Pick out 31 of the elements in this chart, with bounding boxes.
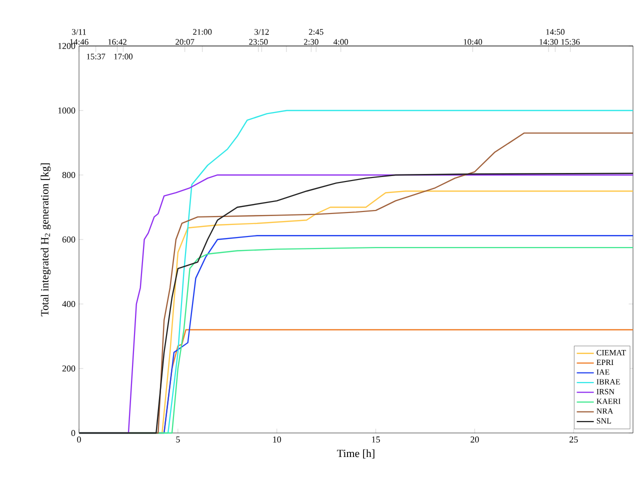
x-axis-title: Time [h] — [337, 449, 374, 458]
y-tick-label: 600 — [62, 236, 76, 243]
text: 2:45 — [308, 29, 324, 35]
y-tick-label: 200 — [62, 365, 76, 372]
x2-tick-label: 14:46 — [70, 39, 88, 45]
x2-tick-label: 2:30 — [304, 39, 318, 45]
x2-tick-label: 4:00 — [333, 39, 348, 45]
x-tick-label: 10 — [273, 436, 282, 443]
text: 3/11 — [72, 29, 86, 35]
x2-tick-label: 16:42 — [108, 39, 126, 45]
y-tick-label: 1000 — [58, 107, 76, 114]
x2-tick-label: 14:30 — [540, 39, 558, 45]
x2-tick-label: 10:40 — [464, 39, 482, 45]
annotation: 15:37 — [86, 54, 106, 60]
annotation: 17:00 — [114, 54, 133, 60]
x2-tick-label: 20:07 — [176, 39, 194, 45]
x2-tick-label: 15:36 — [561, 39, 580, 45]
x-tick-label: 15 — [372, 436, 380, 443]
y-tick-label: 800 — [62, 172, 76, 178]
x-tick-label: 0 — [77, 436, 81, 443]
x-tick-label: 25 — [570, 436, 578, 443]
text: 14:50 — [546, 29, 564, 35]
y-tick-label: 400 — [62, 300, 76, 308]
text: 21:00 — [193, 29, 212, 35]
y-tick-label: 0 — [71, 430, 76, 436]
text: 3/12 — [254, 29, 269, 35]
x-tick-label: 20 — [470, 436, 479, 443]
y-axis-title: Total integrated H$_{2}$ generation [kg] — [40, 163, 51, 316]
y-tick-label: 1200 — [58, 42, 76, 50]
x2-tick-label: 23:50 — [249, 39, 268, 45]
x-tick-label: 5 — [176, 436, 180, 442]
